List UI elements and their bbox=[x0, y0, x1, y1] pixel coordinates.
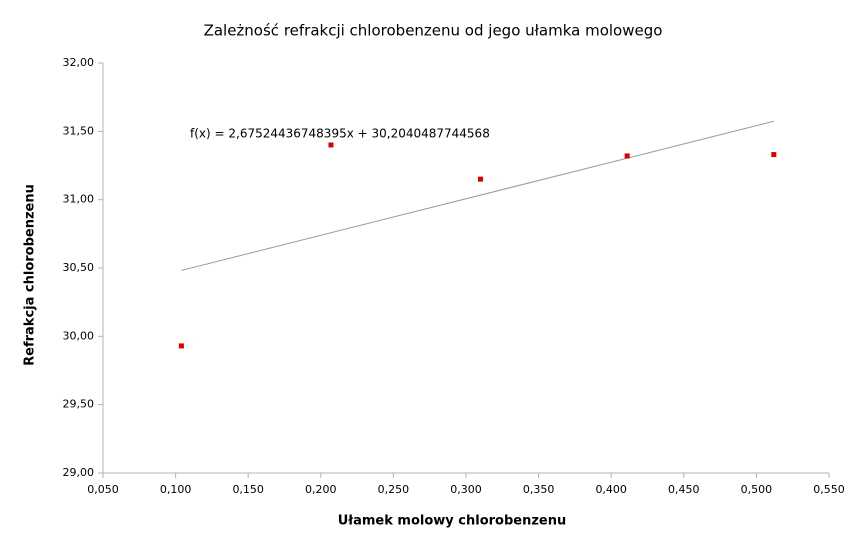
point bbox=[328, 142, 334, 148]
x-tick-label: 0,350 bbox=[523, 483, 555, 496]
point bbox=[178, 343, 184, 349]
x-tick-label: 0,450 bbox=[668, 483, 700, 496]
y-tick-label: 29,50 bbox=[63, 398, 95, 411]
x-tick-label: 0,150 bbox=[232, 483, 264, 496]
trendline-equation: f(x) = 2,67524436748395x + 30,2040487744… bbox=[190, 127, 490, 141]
x-tick-label: 0,550 bbox=[813, 483, 845, 496]
y-tick-label: 31,00 bbox=[63, 193, 95, 206]
x-tick-label: 0,250 bbox=[378, 483, 410, 496]
x-axis-label: Ułamek molowy chlorobenzenu bbox=[338, 514, 567, 529]
y-tick-label: 30,50 bbox=[63, 261, 95, 274]
point bbox=[478, 176, 484, 182]
y-tick-label: 29,00 bbox=[63, 466, 95, 479]
x-tick-label: 0,100 bbox=[160, 483, 192, 496]
x-tick-label: 0,200 bbox=[305, 483, 337, 496]
x-tick-label: 0,400 bbox=[595, 483, 627, 496]
chart-title: Zależność refrakcji chlorobenzenu od jeg… bbox=[204, 22, 663, 40]
x-tick-label: 0,500 bbox=[741, 483, 773, 496]
x-tick-label: 0,300 bbox=[450, 483, 482, 496]
y-tick-label: 31,50 bbox=[63, 124, 95, 137]
point bbox=[771, 152, 777, 158]
y-tick-label: 32,00 bbox=[63, 56, 95, 69]
y-axis-label: Refrakcja chlorobenzenu bbox=[23, 184, 38, 366]
x-tick-label: 0,050 bbox=[87, 483, 119, 496]
trendline bbox=[181, 120, 774, 271]
y-tick-label: 30,00 bbox=[63, 329, 95, 342]
point bbox=[624, 153, 630, 159]
